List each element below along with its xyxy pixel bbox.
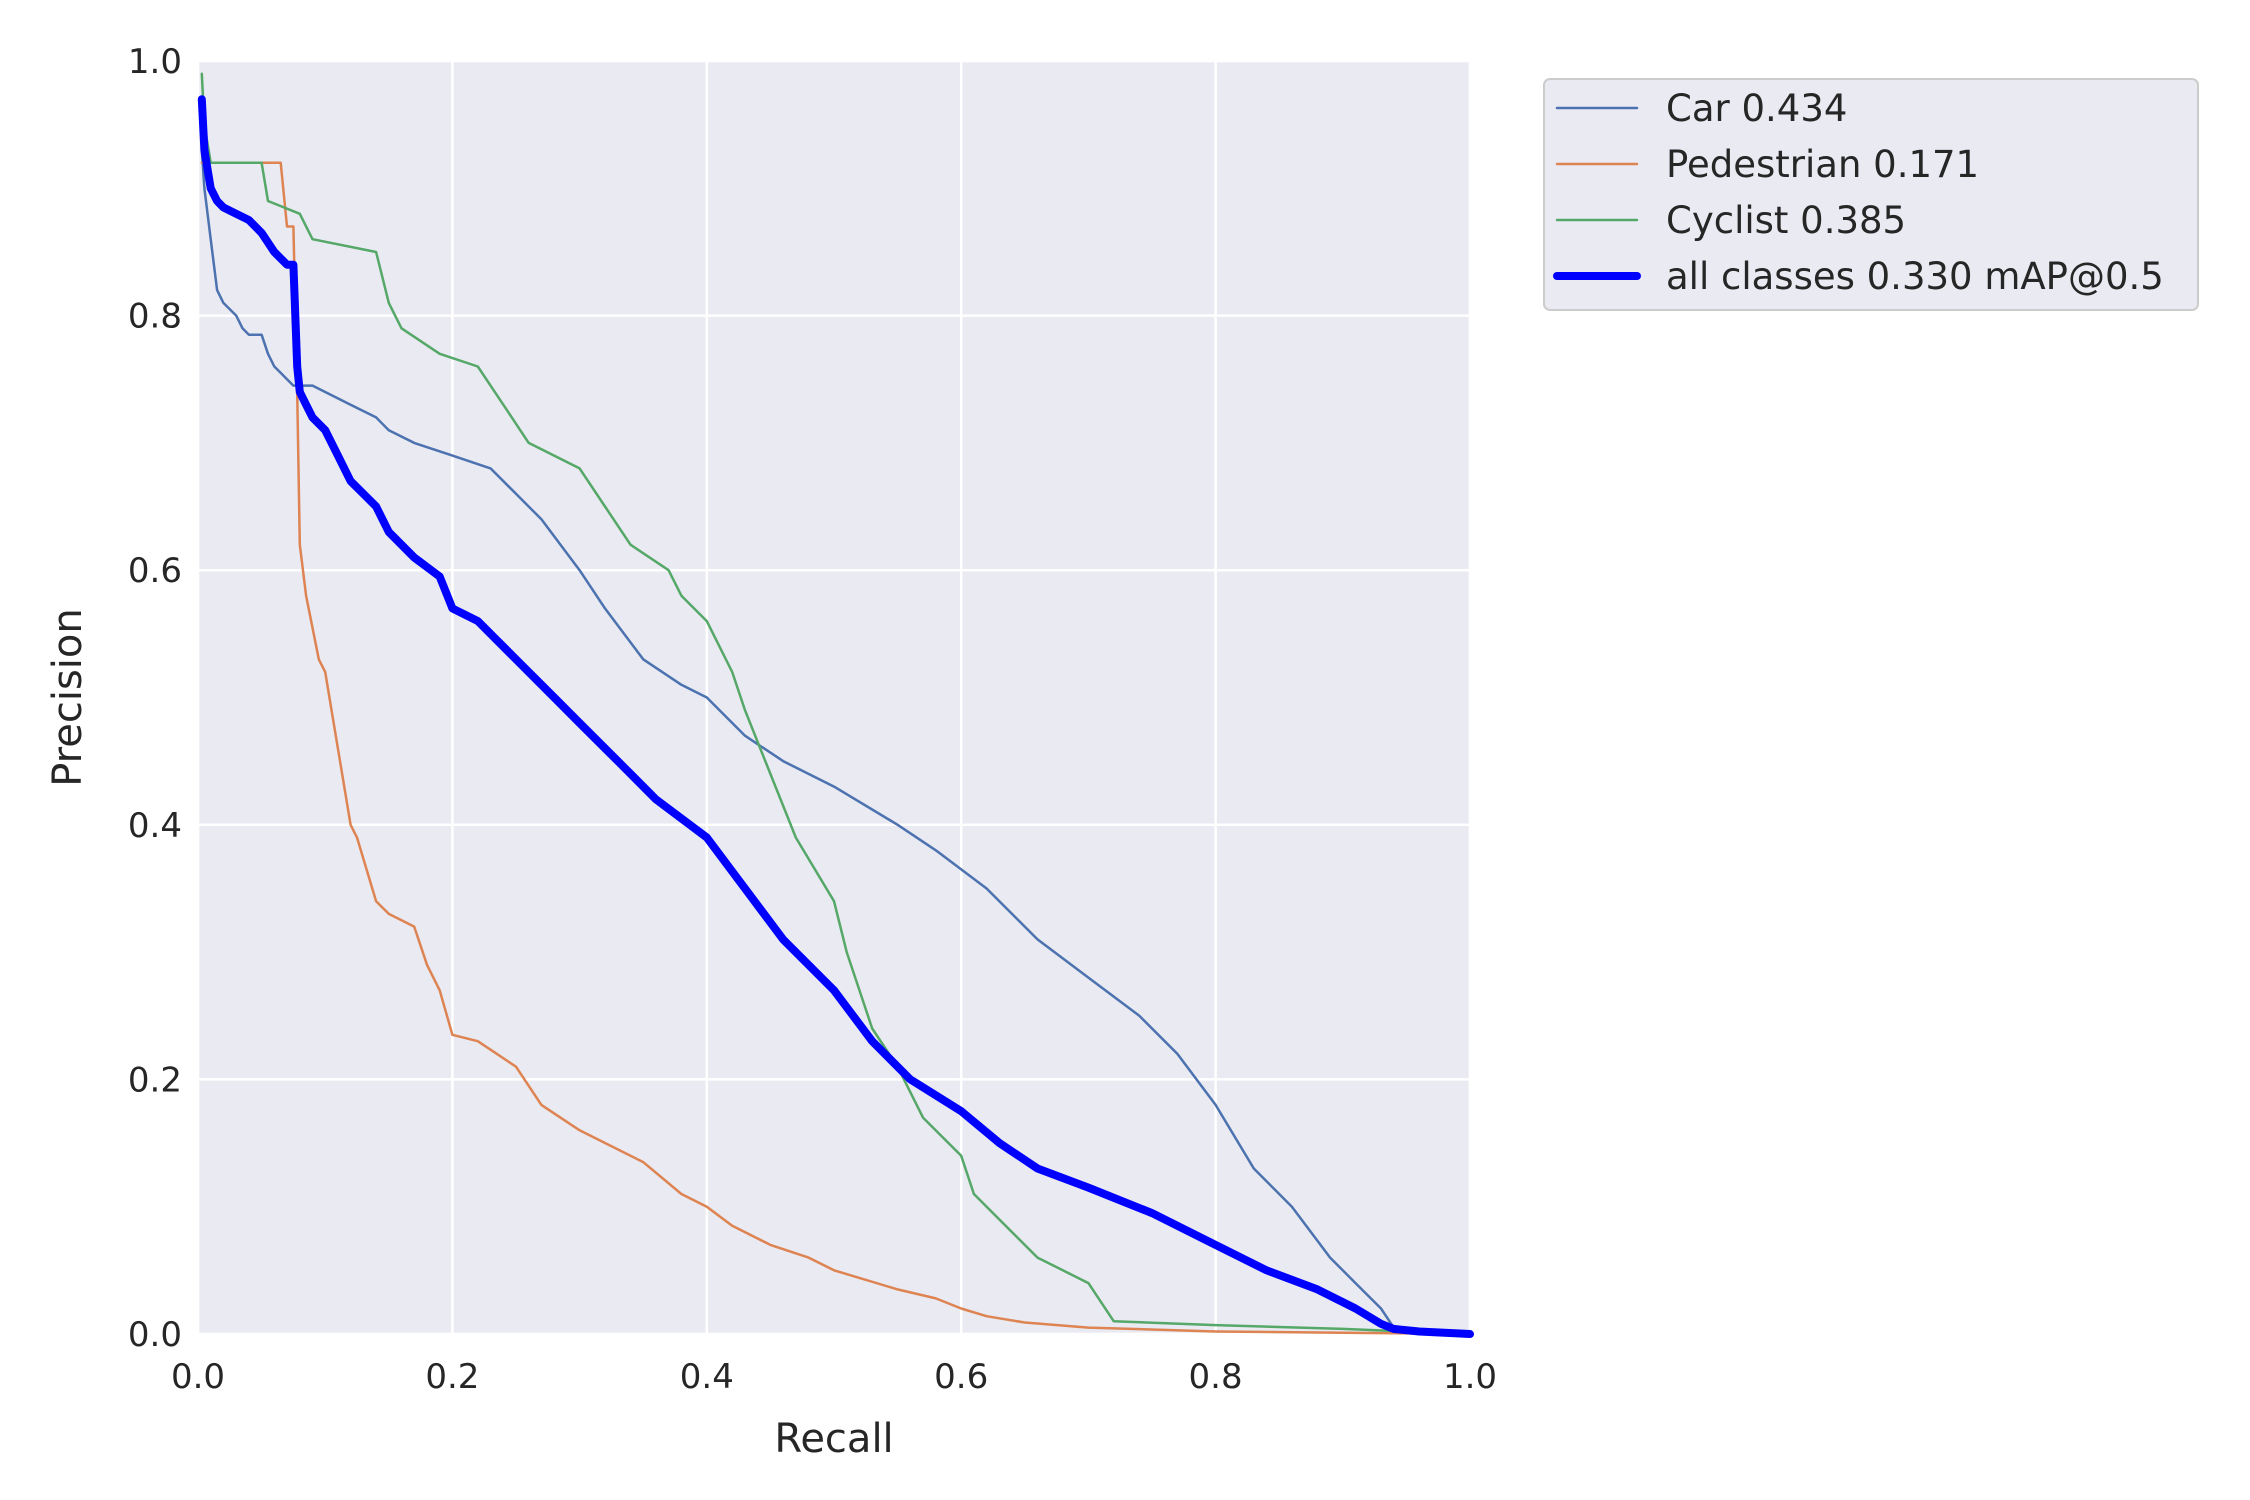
y-tick-label: 1.0 bbox=[128, 42, 182, 82]
series-lines bbox=[197, 72, 1474, 1338]
legend: Car 0.434 Pedestrian 0.171 Cyclist 0.385 al… bbox=[1543, 78, 2199, 311]
legend-box bbox=[1543, 78, 2199, 311]
series-line-4 bbox=[197, 95, 1474, 1338]
legend-label: Car 0.434 bbox=[1666, 87, 1847, 130]
grid-lines bbox=[196, 59, 1472, 1336]
y-tick-label: 0.0 bbox=[128, 1315, 182, 1355]
x-tick-label: 0.8 bbox=[1189, 1357, 1243, 1397]
legend-label: Pedestrian 0.171 bbox=[1666, 143, 1979, 186]
legend-label: Cyclist 0.385 bbox=[1666, 199, 1906, 242]
series-line-2 bbox=[200, 161, 1472, 1336]
x-tick-label: 0.6 bbox=[934, 1357, 988, 1397]
y-tick-label: 0.4 bbox=[128, 806, 182, 846]
x-tick-label: 0.4 bbox=[680, 1357, 734, 1397]
x-tick-label: 1.0 bbox=[1443, 1357, 1497, 1397]
y-tick-labels: 0.0 0.2 0.4 0.6 0.8 1.0 bbox=[128, 42, 182, 1355]
y-tick-label: 0.6 bbox=[128, 551, 182, 591]
y-axis-label: Precision bbox=[45, 608, 91, 786]
x-tick-label: 0.2 bbox=[425, 1357, 479, 1397]
x-tick-label: 0.0 bbox=[171, 1357, 225, 1397]
y-tick-label: 0.8 bbox=[128, 297, 182, 337]
plot-background bbox=[198, 61, 1470, 1334]
series-line-3 bbox=[200, 72, 1472, 1336]
x-tick-labels: 0.0 0.2 0.4 0.6 0.8 1.0 bbox=[171, 1357, 1497, 1397]
legend-label: all classes 0.330 mAP@0.5 bbox=[1666, 255, 2164, 298]
y-tick-label: 0.2 bbox=[128, 1060, 182, 1100]
x-axis-label: Recall bbox=[774, 1416, 893, 1462]
series-line-1 bbox=[200, 148, 1472, 1336]
